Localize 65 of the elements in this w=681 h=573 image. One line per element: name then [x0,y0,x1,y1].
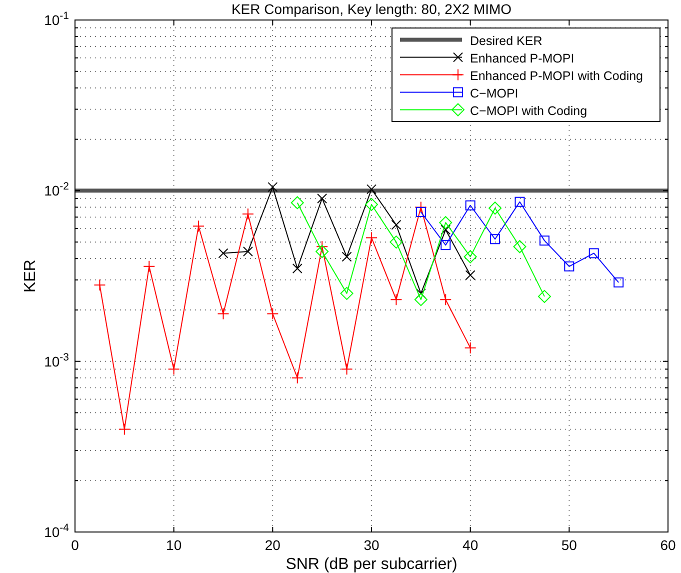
point [416,206,426,217]
point [266,308,279,320]
y-axis-title: KER [22,260,39,292]
x-axis-title: SNR (dB per subcarrier) [286,556,458,573]
point [168,363,180,376]
point [465,200,476,210]
point [366,184,376,194]
point [588,248,599,258]
x-tick-label: 50 [561,537,578,553]
point [316,245,329,258]
point [390,294,402,306]
point [192,220,205,232]
point [218,248,228,258]
point [440,224,451,235]
point [440,240,451,250]
point [94,279,106,292]
legend-label: Enhanced P-MOPI [470,51,574,66]
legend-label: C−MOPI [470,86,518,100]
legend-label: Desired KER [470,34,542,48]
point [118,423,130,436]
point [340,286,354,300]
y-tick-label: 10$^{-3}$ [44,351,70,370]
point [464,250,477,264]
x-tick-label: 10 [166,537,182,553]
point [564,261,574,272]
point [414,201,427,214]
point [539,236,550,246]
point [488,202,502,215]
point [242,246,253,257]
point [514,196,525,207]
point [490,234,500,244]
y-tick-label: 10$^{-1}$ [44,10,70,28]
y-tick-label: 10$^{-2}$ [44,180,70,199]
x-tick-label: 0 [71,537,80,553]
point [513,240,526,254]
legend-label: C−MOPI with Coding [470,104,588,118]
point [440,294,452,306]
point [465,270,476,280]
point [217,308,230,320]
x-tick-label: 20 [264,537,281,553]
point [366,232,378,244]
point [290,196,304,210]
point [538,290,551,303]
point [342,252,352,262]
legend-label: Enhanced P-MOPI with Coding [470,68,644,83]
point [292,263,302,274]
chart-title: KER Comparison, Key length: 80, 2X2 MIMO [231,1,512,17]
x-tick-label: 60 [660,537,676,553]
point [464,342,476,354]
point [317,193,328,204]
point [316,240,328,253]
point [268,182,278,192]
x-tick-label: 30 [364,537,380,553]
point [614,277,624,288]
point [365,198,378,211]
x-tick-label: 40 [462,537,478,553]
point [143,260,156,272]
y-tick-label: 10$^{-4}$ [44,522,70,540]
point [340,363,353,376]
point [414,293,428,306]
point [439,216,452,230]
point [242,208,254,220]
point [291,372,304,384]
point [391,220,402,230]
point [390,236,403,249]
